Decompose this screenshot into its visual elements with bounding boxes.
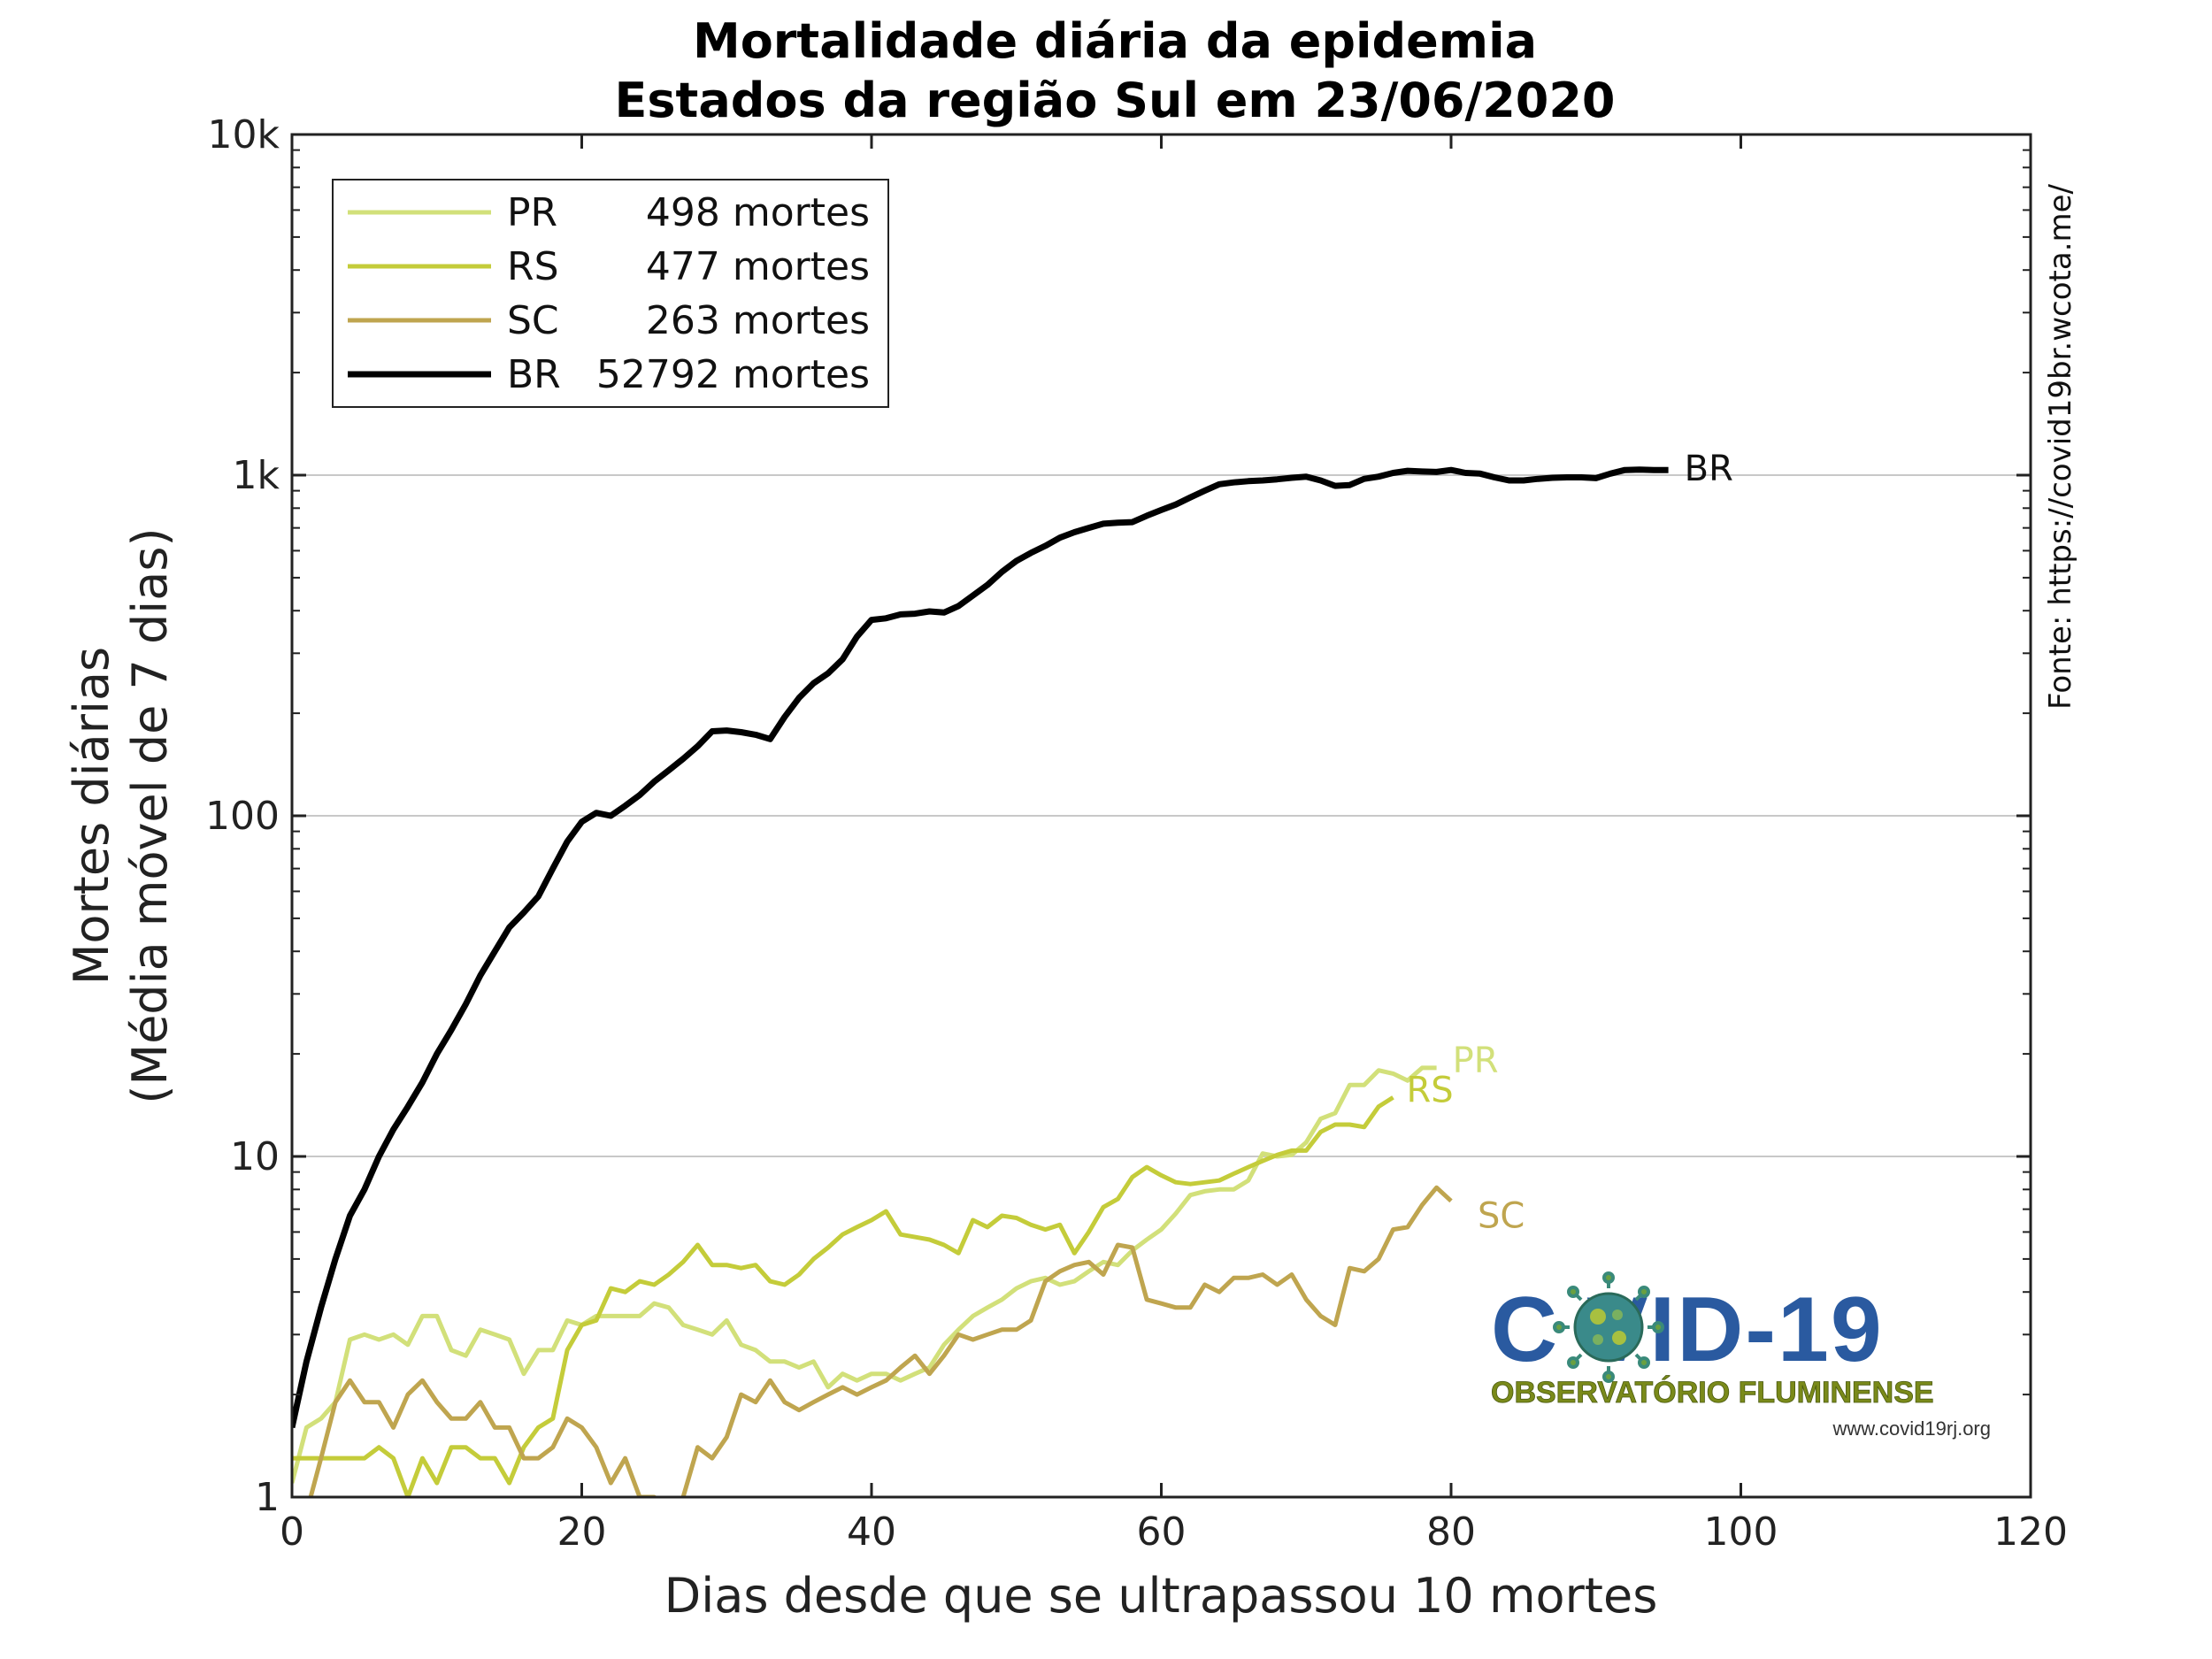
x-tick-label: 40 bbox=[847, 1509, 896, 1555]
end-label-pr: PR bbox=[1453, 1041, 1499, 1081]
covid19-logo: C VID-19 OBSERVATÓRIO FLUMINENSE www.cov… bbox=[1491, 1271, 1991, 1440]
virus-icon bbox=[1553, 1271, 1664, 1383]
x-tick-label: 60 bbox=[1137, 1509, 1187, 1555]
tick-layer: 1 10 100 1k 10k 0 20 40 60 80 100 120 bbox=[205, 112, 2068, 1555]
y-axis-label-line-2: (Média móvel de 7 dias) bbox=[122, 527, 178, 1103]
y-axis-label-line-1: Mortes diárias bbox=[64, 647, 119, 985]
legend: PR 498 mortes RS 477 mortes SC 263 mortes BR 52… bbox=[332, 179, 889, 408]
x-tick-label: 120 bbox=[1993, 1509, 2068, 1555]
series-line-pr bbox=[292, 1065, 1437, 1484]
x-tick-label: 0 bbox=[280, 1509, 304, 1555]
y-tick-label: 100 bbox=[205, 794, 280, 839]
legend-value-pr: 498 mortes bbox=[646, 190, 870, 235]
y-tick-label: 1k bbox=[233, 453, 280, 498]
source-text: Fonte: https://covid19br.wcota.me/ bbox=[2043, 183, 2078, 710]
x-axis-label: Dias desde que se ultrapassou 10 mortes bbox=[664, 1568, 1658, 1624]
legend-name-rs: RS bbox=[507, 244, 559, 289]
x-tick-label: 100 bbox=[1704, 1509, 1778, 1555]
x-tick-label: 80 bbox=[1426, 1509, 1476, 1555]
logo-subtitle: OBSERVATÓRIO FLUMINENSE bbox=[1491, 1376, 1934, 1409]
chart-title-line-2: Estados da região Sul em 23/06/2020 bbox=[615, 73, 1616, 128]
y-tick-label: 10k bbox=[208, 112, 280, 157]
legend-value-br: 52792 mortes bbox=[596, 352, 870, 397]
end-label-rs: RS bbox=[1407, 1070, 1454, 1110]
logo-main-text: C VID-19 bbox=[1491, 1279, 1884, 1381]
legend-name-sc: SC bbox=[507, 298, 559, 343]
series-line-br bbox=[292, 466, 1669, 1429]
series-line-rs bbox=[292, 1095, 1394, 1497]
x-tick-label: 20 bbox=[557, 1509, 607, 1555]
legend-box bbox=[332, 179, 889, 408]
series-layer bbox=[292, 466, 1669, 1497]
y-tick-label: 1 bbox=[255, 1475, 280, 1520]
legend-value-rs: 477 mortes bbox=[646, 244, 870, 289]
legend-items: PR 498 mortes RS 477 mortes SC 263 mortes BR 52… bbox=[348, 190, 870, 397]
y-tick-label: 10 bbox=[230, 1134, 280, 1179]
legend-name-pr: PR bbox=[507, 190, 557, 235]
chart-title-line-1: Mortalidade diária da epidemia bbox=[693, 13, 1537, 69]
legend-name-br: BR bbox=[507, 352, 561, 397]
grid-layer bbox=[292, 474, 2031, 1157]
logo-url: www.covid19rj.org bbox=[1832, 1417, 1991, 1440]
end-label-br: BR bbox=[1685, 449, 1733, 489]
end-label-sc: SC bbox=[1478, 1195, 1525, 1236]
legend-value-sc: 263 mortes bbox=[646, 298, 870, 343]
series-line-sc bbox=[308, 1185, 1453, 1497]
